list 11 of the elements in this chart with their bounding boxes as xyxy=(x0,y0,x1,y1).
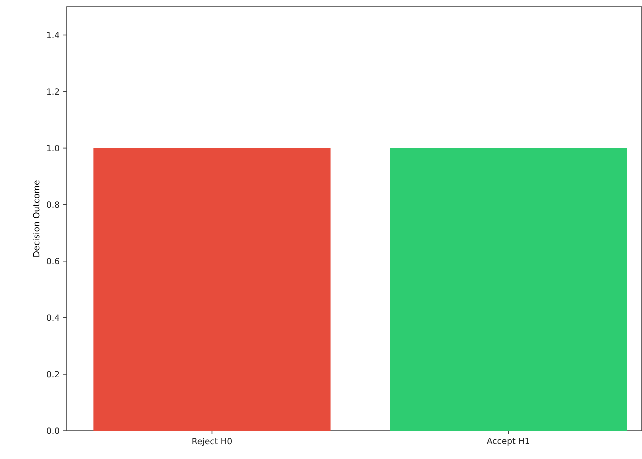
y-axis-title: Decision Outcome xyxy=(33,180,40,257)
y-tick-label: 1.2 xyxy=(47,88,60,95)
y-tick-label: 0.2 xyxy=(47,371,60,378)
y-tick-label: 0.0 xyxy=(47,428,60,434)
x-tick-label: Accept H1 xyxy=(487,438,530,446)
y-tick-label: 1.4 xyxy=(47,32,60,38)
y-tick-label: 0.4 xyxy=(47,314,60,322)
y-tick-label: 0.8 xyxy=(47,202,60,208)
x-tick-label: Reject H0 xyxy=(192,438,232,446)
y-tick-label: 0.6 xyxy=(47,258,60,265)
y-tick-label: 1.0 xyxy=(47,145,60,152)
